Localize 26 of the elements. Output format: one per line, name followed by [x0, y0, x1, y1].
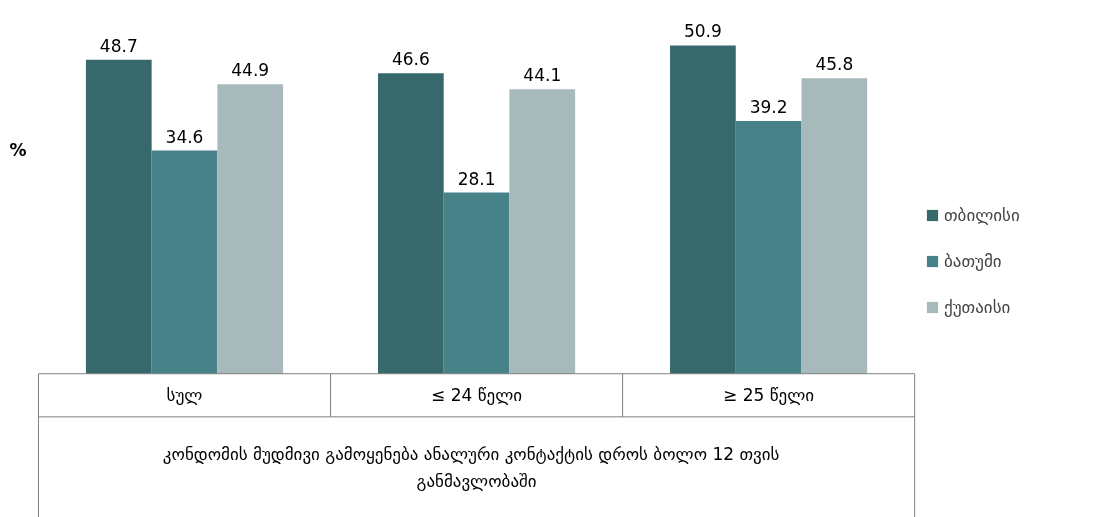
- x-axis-title: კონდომის მუდმივი გამოყენება ანალური კონტაქტის დროს ბოლო 12 თვის განმავლობაში: [162, 443, 780, 491]
- data-label: 44.9: [231, 60, 270, 81]
- data-label: 46.6: [391, 49, 430, 70]
- data-label: 45.8: [815, 54, 854, 75]
- y-axis-title: %: [9, 139, 27, 160]
- bar: [217, 84, 284, 374]
- x-tick-label: სულ: [166, 385, 203, 406]
- bar: [443, 192, 510, 374]
- bar: [377, 73, 444, 374]
- data-label: 28.1: [457, 168, 496, 189]
- data-label: 39.2: [749, 96, 788, 117]
- data-label: 34.6: [165, 126, 204, 147]
- legend-label: ბათუმი: [944, 251, 1002, 271]
- legend-label: თბილისი: [944, 205, 1020, 225]
- bar: [735, 120, 802, 374]
- x-tick-label: ≥ 25 წელი: [723, 385, 815, 406]
- data-label: 50.9: [683, 21, 722, 42]
- bar: [85, 59, 152, 374]
- data-label: 48.7: [99, 35, 138, 56]
- bar: [670, 45, 736, 374]
- bar: [151, 150, 218, 374]
- data-label: 44.1: [523, 65, 562, 86]
- bar: [801, 78, 868, 374]
- legend-label: ქუთაისი: [944, 297, 1011, 317]
- bar: [509, 89, 576, 374]
- x-tick-label: ≤ 24 წელი: [431, 385, 523, 406]
